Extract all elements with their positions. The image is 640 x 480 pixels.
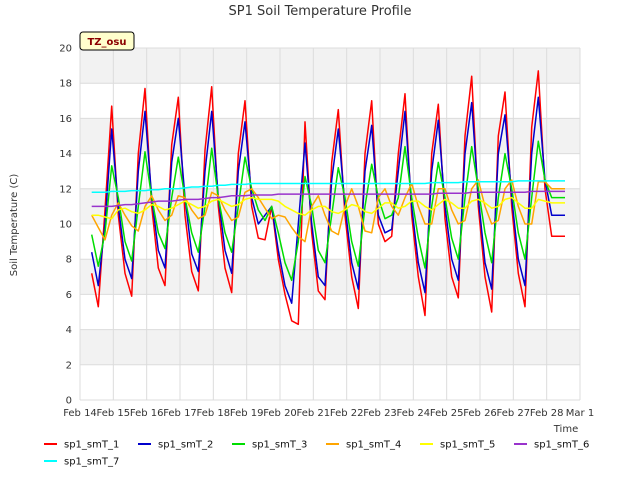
grid-band <box>80 118 580 154</box>
x-tick-label: Feb 18 <box>197 408 231 419</box>
x-tick-label: Feb 26 <box>463 408 497 419</box>
series-line-sp1-smT-2 <box>90 96 565 304</box>
y-tick-label: 8 <box>66 255 72 266</box>
legend-label: sp1_smT_6 <box>534 440 589 451</box>
x-tick-label: Feb 21 <box>297 408 331 419</box>
series-line-sp1-smT-4 <box>91 179 565 243</box>
y-axis-label: Soil Temperature (C) <box>9 174 20 277</box>
y-tick-label: 18 <box>59 79 72 90</box>
x-tick-label: Feb 19 <box>230 408 264 419</box>
legend-label: sp1_smT_4 <box>346 440 401 451</box>
y-tick-label: 4 <box>66 325 72 336</box>
series-line-sp1-smT-5 <box>91 196 565 220</box>
x-tick-label: Feb 24 <box>397 408 431 419</box>
legend-label: sp1_smT_3 <box>252 440 307 451</box>
series-line-sp1-smT-6 <box>91 190 565 208</box>
x-tick-label: Feb 25 <box>430 408 464 419</box>
x-tick-label: Feb 17 <box>163 408 197 419</box>
x-tick-label: Feb 27 <box>497 408 531 419</box>
grid-band <box>80 329 580 365</box>
series-line-sp1-smT-7 <box>91 180 565 194</box>
y-tick-label: 14 <box>59 149 72 160</box>
x-tick-label: Feb 15 <box>97 408 131 419</box>
series-line-sp1-smT-3 <box>90 140 565 282</box>
y-tick-label: 0 <box>66 396 72 407</box>
chart-title: SP1 Soil Temperature Profile <box>229 4 412 19</box>
badge: TZ_osu <box>79 31 135 51</box>
legend-label: sp1_smT_2 <box>158 440 213 451</box>
y-tick-label: 16 <box>59 114 72 125</box>
series-lines <box>90 70 565 326</box>
grid-band <box>80 48 580 84</box>
legend-item: sp1_smT_1 <box>44 440 119 451</box>
y-tick-label: 10 <box>59 220 72 231</box>
legend-item: sp1_smT_6 <box>514 440 589 451</box>
badge-box <box>79 31 135 51</box>
grid-band <box>80 259 580 295</box>
x-axis-label: Time <box>553 424 578 435</box>
y-tick-label: 20 <box>59 44 72 55</box>
legend-item: sp1_smT_4 <box>326 440 401 451</box>
legend-item: sp1_smT_7 <box>44 457 119 468</box>
y-tick-label: 6 <box>66 290 72 301</box>
legend-label: sp1_smT_1 <box>64 440 119 451</box>
y-tick-label: 2 <box>66 360 72 371</box>
legend-item: sp1_smT_5 <box>420 440 495 451</box>
x-tick-label: Feb 22 <box>330 408 364 419</box>
x-tick-label: Feb 16 <box>130 408 164 419</box>
x-tick-label: Feb 28 <box>530 408 564 419</box>
x-tick-label: Mar 1 <box>566 408 594 419</box>
y-tick-label: 12 <box>59 184 72 195</box>
legend-item: sp1_smT_3 <box>232 440 307 451</box>
legend-label: sp1_smT_7 <box>64 457 119 468</box>
badge-label: TZ_osu <box>87 37 126 48</box>
legend-label: sp1_smT_5 <box>440 440 495 451</box>
x-tick-label: Feb 20 <box>263 408 297 419</box>
x-tick-label: Feb 23 <box>363 408 397 419</box>
x-tick-label: Feb 14 <box>63 408 97 419</box>
legend-item: sp1_smT_2 <box>138 440 213 451</box>
legend: sp1_smT_1 sp1_smT_2 sp1_smT_3 sp1_smT_4 sp1_… <box>44 440 589 468</box>
